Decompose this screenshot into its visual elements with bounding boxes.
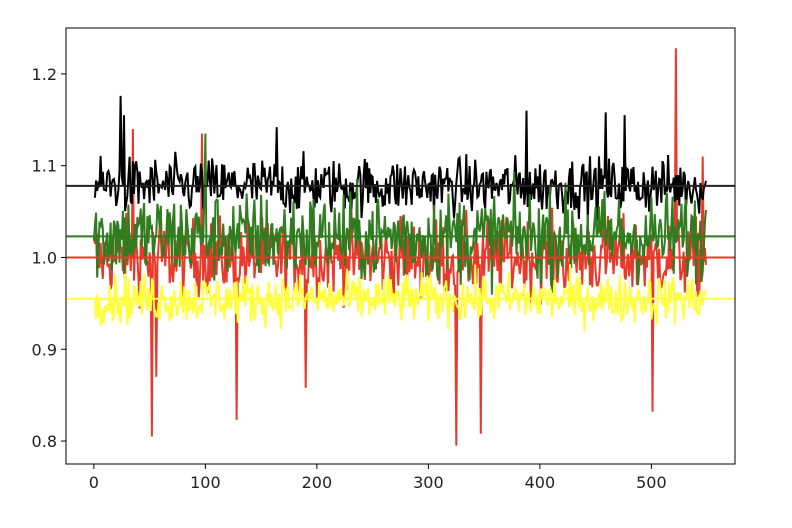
x-tick-label: 0 [89,473,99,492]
series-line-2 [93,95,707,221]
hline-layer [66,184,735,300]
x-tick-label: 300 [413,473,444,492]
axis-layer: 0 100 200 300 400 500 0.8 0.9 1.0 1.1 1.2 [32,65,667,492]
y-tick-label: 0.8 [32,432,57,451]
x-tick-label: 200 [302,473,333,492]
x-tick-label: 100 [190,473,221,492]
series-layer [92,48,707,446]
x-tick-label: 400 [525,473,556,492]
x-tick-label: 500 [636,473,667,492]
series-line-3 [92,133,707,295]
y-tick-label: 1.0 [32,248,57,267]
y-tick-label: 1.2 [32,65,57,84]
y-tick-label: 1.1 [32,157,57,176]
y-tick-label: 0.9 [32,340,57,359]
series-line-4 [93,264,707,332]
plot-frame [65,27,736,465]
